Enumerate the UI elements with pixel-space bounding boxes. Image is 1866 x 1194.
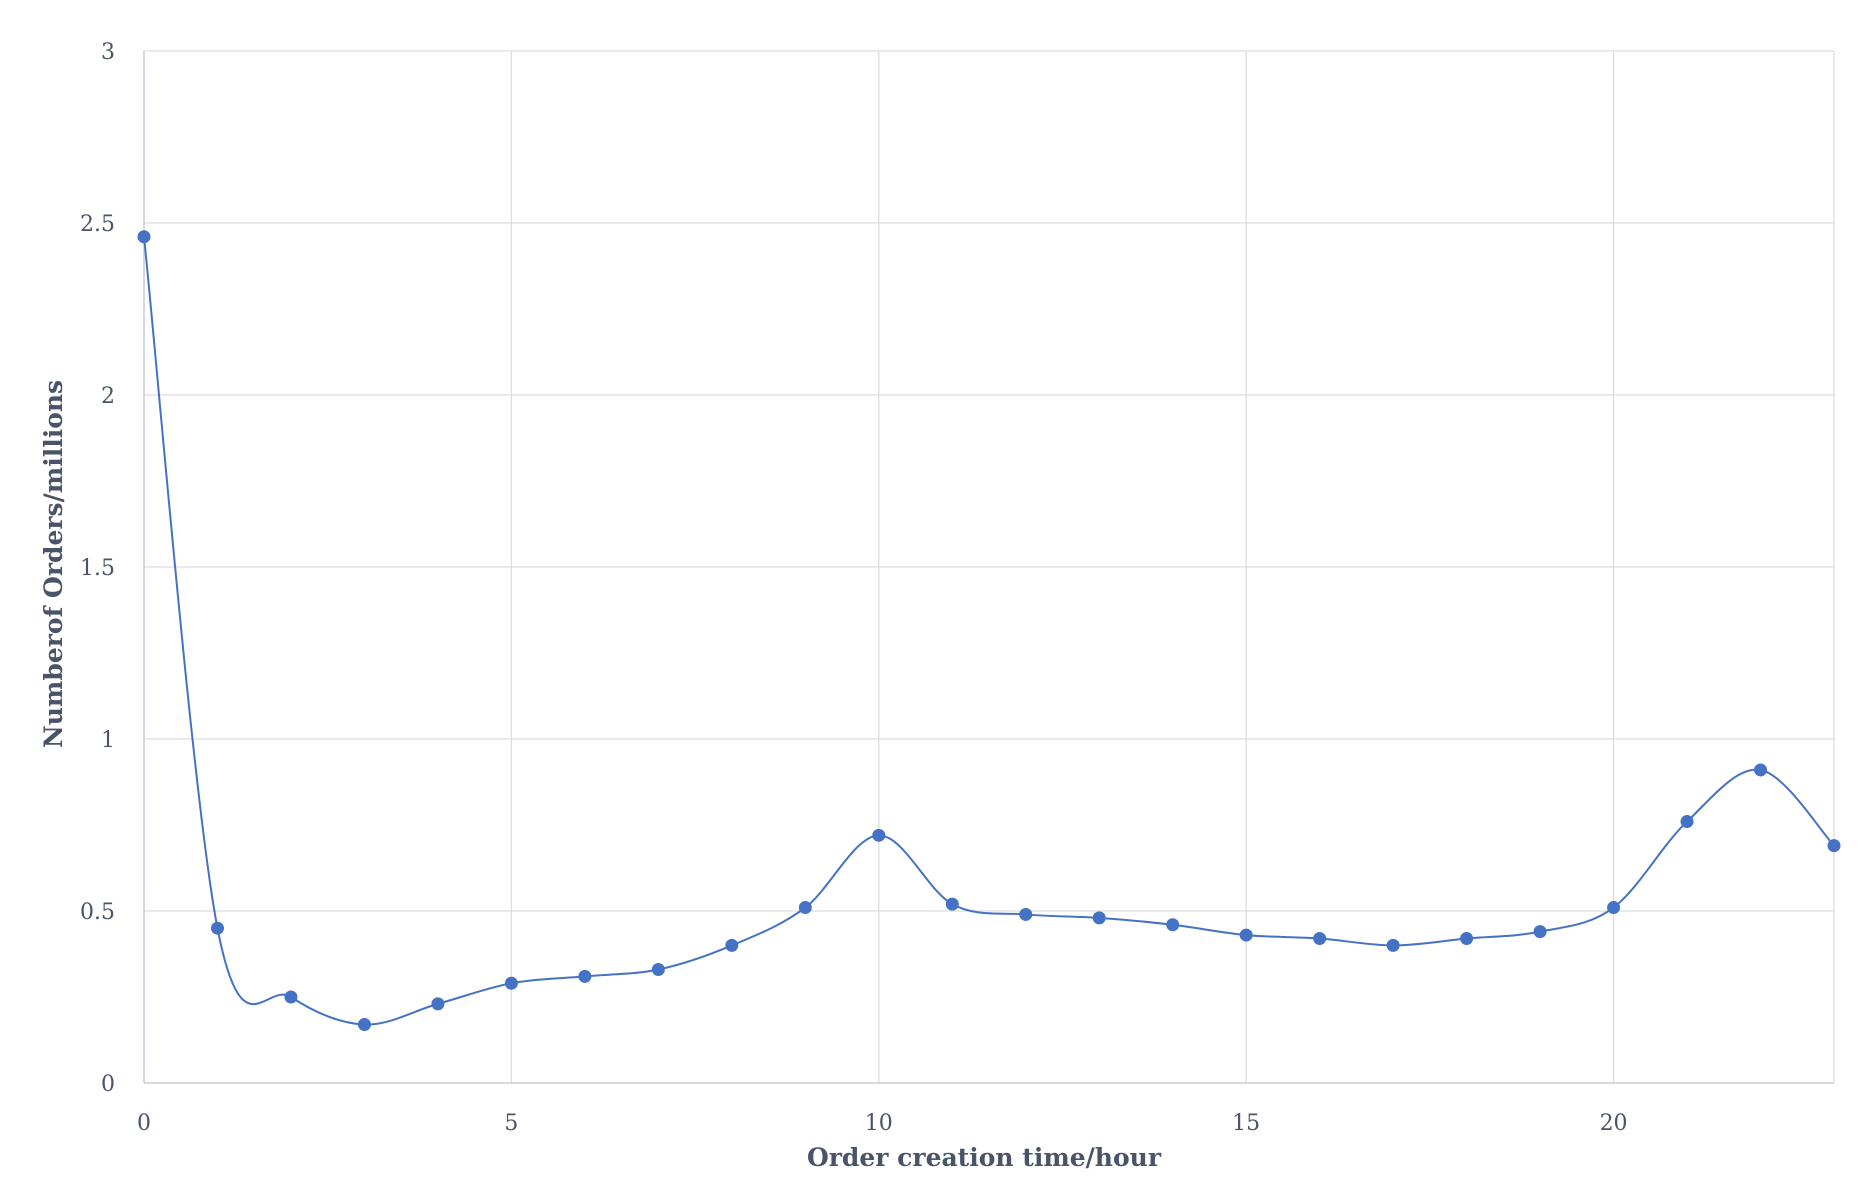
y-tick-label: 0 [101, 1072, 115, 1097]
y-tick-label: 1 [101, 728, 115, 753]
x-axis-title: Order creation time/hour [807, 1143, 1162, 1172]
y-tick-label: 1.5 [80, 556, 115, 581]
y-tick-label: 0.5 [80, 900, 115, 925]
data-point [137, 230, 151, 244]
data-point [357, 1018, 371, 1032]
grid [144, 50, 1835, 1083]
axes [143, 51, 1834, 1084]
data-point [1754, 763, 1768, 777]
data-point [1460, 932, 1474, 946]
data-point [1313, 932, 1327, 946]
x-tick-label: 20 [1600, 1111, 1628, 1136]
data-point [1607, 901, 1621, 915]
y-tick-label: 2 [101, 384, 115, 409]
data-point [798, 901, 812, 915]
x-tick-label: 15 [1232, 1111, 1260, 1136]
data-point [1166, 918, 1180, 932]
data-point [651, 962, 665, 976]
y-axis-title: Numberof Orders/millions [39, 380, 68, 748]
data-point [725, 938, 739, 952]
data-point [945, 897, 959, 911]
series-line [143, 236, 1835, 1026]
series-layer [137, 230, 1841, 1032]
data-point [578, 969, 592, 983]
data-point [1533, 925, 1547, 939]
data-point [1019, 907, 1033, 921]
data-point [210, 921, 224, 935]
tick-labels: 0 0.5 1 1.5 2 2.5 3 0 5 10 15 20 [80, 40, 1628, 1136]
data-point [1386, 938, 1400, 952]
data-point [1239, 928, 1253, 942]
data-point [284, 990, 298, 1004]
y-tick-label: 3 [101, 40, 115, 65]
y-tick-label: 2.5 [80, 212, 115, 237]
x-tick-label: 10 [865, 1111, 893, 1136]
data-point [1092, 911, 1106, 925]
data-point [1827, 839, 1841, 853]
x-tick-label: 0 [137, 1111, 151, 1136]
data-point [1680, 815, 1694, 829]
data-point [872, 828, 886, 842]
x-tick-label: 5 [504, 1111, 518, 1136]
data-point [504, 976, 518, 990]
data-point [431, 997, 445, 1011]
